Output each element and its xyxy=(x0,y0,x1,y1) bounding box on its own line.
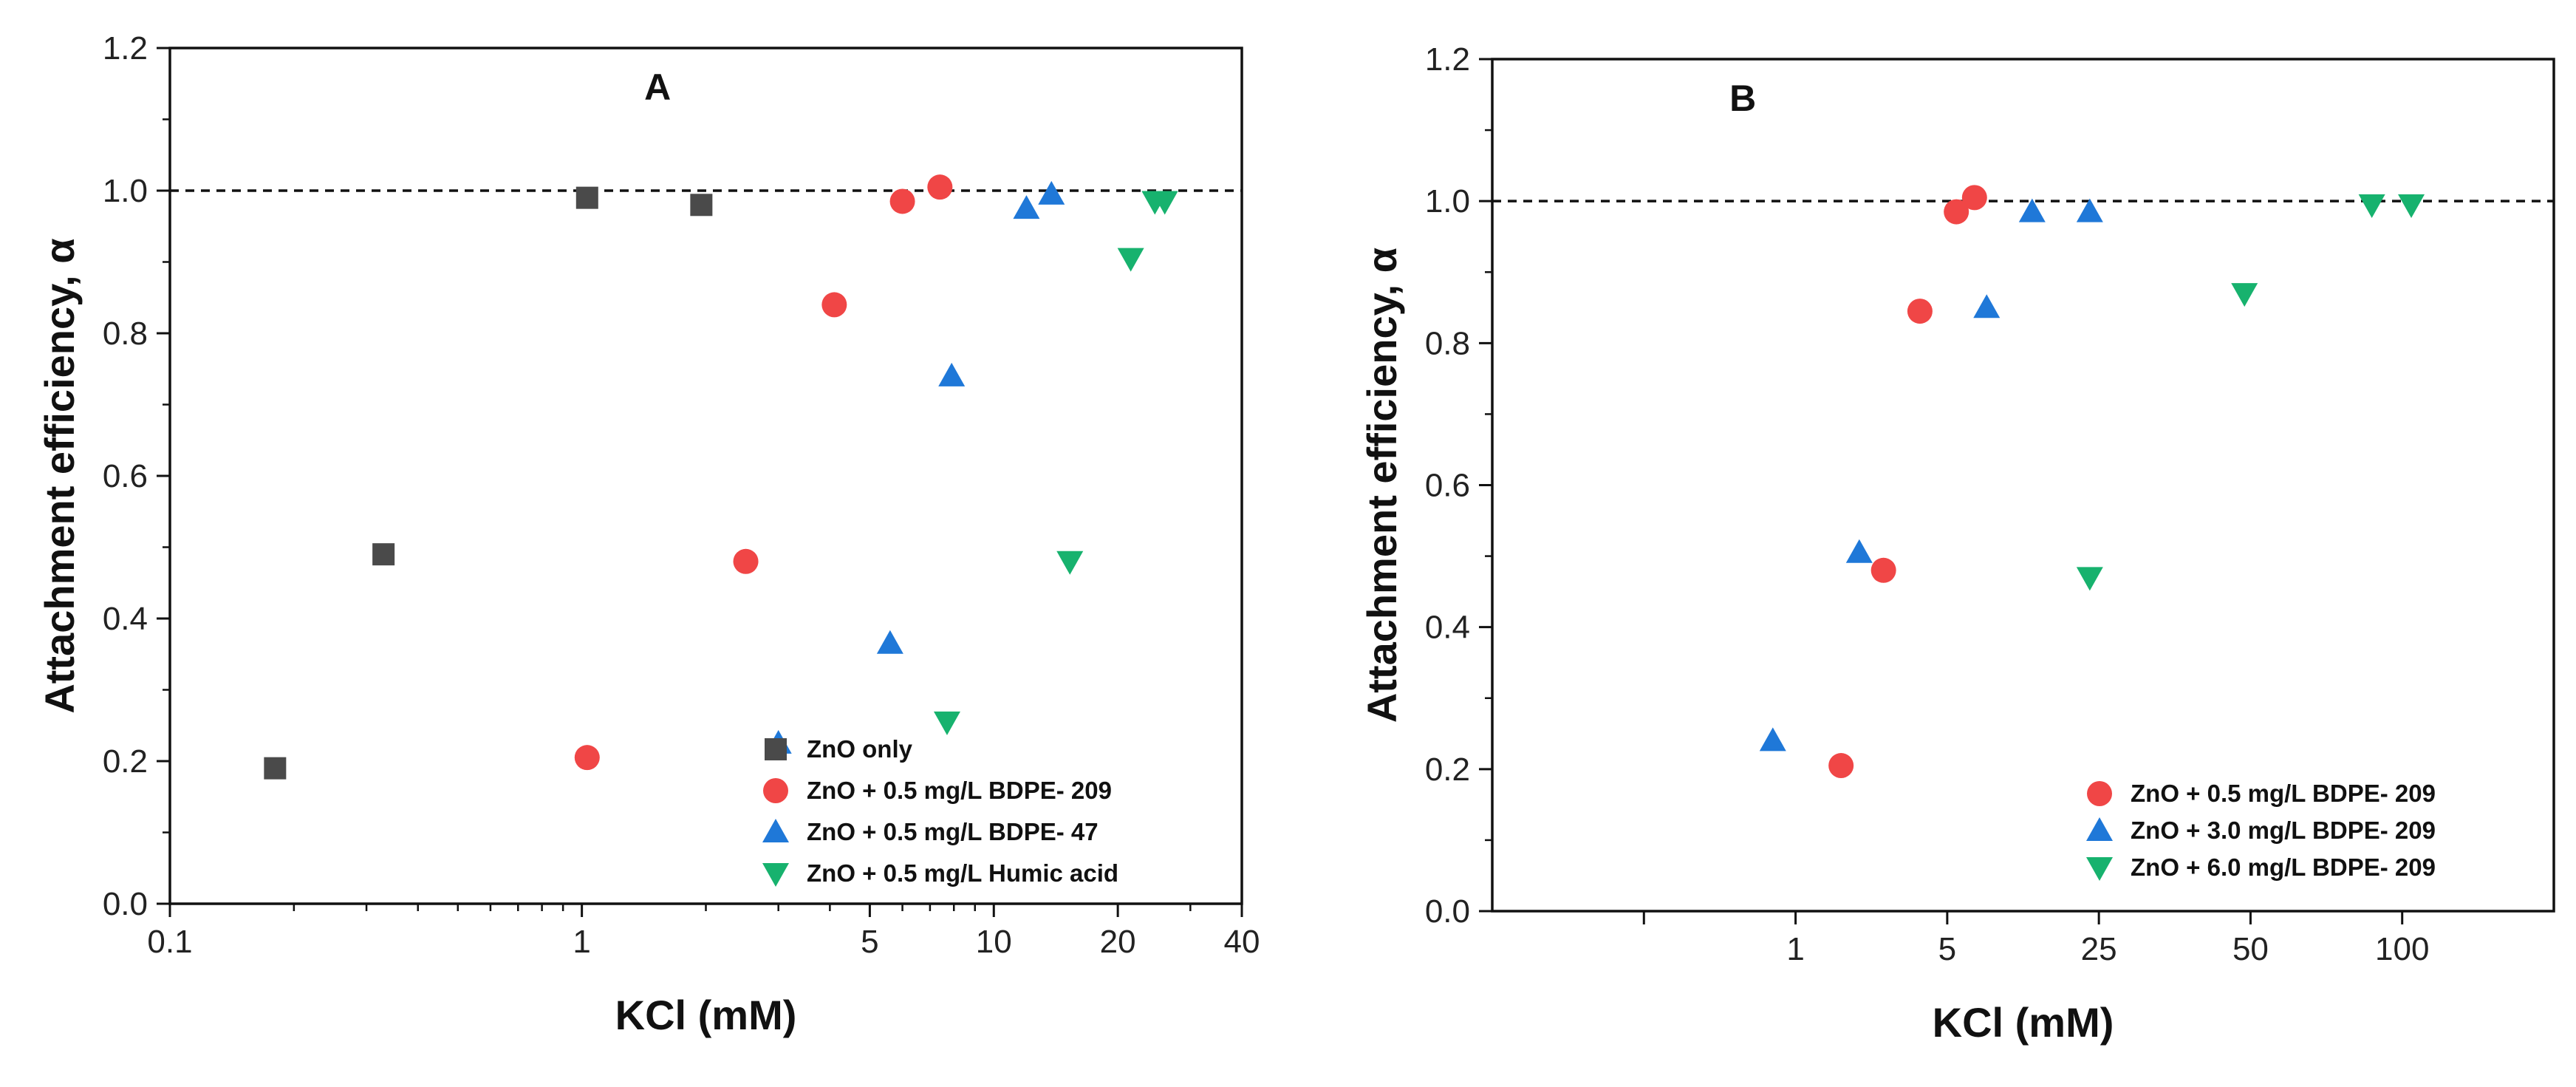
y-tick-label: 0.0 xyxy=(1425,893,1470,930)
legend-label: ZnO + 3.0 mg/L BDPE- 209 xyxy=(2131,817,2436,844)
data-point xyxy=(1845,539,1873,563)
data-point xyxy=(2231,283,2258,307)
legend-marker xyxy=(762,819,789,842)
data-point xyxy=(889,188,915,214)
legend-label: ZnO only xyxy=(807,735,913,763)
x-tick-label: 5 xyxy=(861,924,878,960)
y-tick-label: 0.0 xyxy=(103,886,148,922)
legend-label: ZnO + 0.5 mg/L BDPE- 209 xyxy=(807,777,1112,804)
x-tick-label: 20 xyxy=(1100,924,1136,960)
chart-panel-b: 0.0 0.2 0.4 0.6 0.8 1.0 1.2 1 5 25 50 100 B KCl (mM) A… xyxy=(1359,41,2555,1046)
y-axis-title: Attachment efficiency, α xyxy=(36,238,83,713)
data-point xyxy=(938,362,966,386)
legend-marker xyxy=(2086,857,2113,881)
legend-marker xyxy=(762,863,789,887)
x-tick-label: 25 xyxy=(2081,931,2117,967)
series-1 xyxy=(1828,185,1987,779)
data-point xyxy=(2398,194,2425,218)
data-point xyxy=(1013,195,1040,219)
data-point xyxy=(821,292,847,318)
data-point xyxy=(1828,753,1854,779)
data-point xyxy=(690,194,713,217)
data-point xyxy=(927,174,953,200)
x-axis-title: KCl (mM) xyxy=(1933,999,2114,1046)
data-point xyxy=(1944,199,1969,225)
x-tick-label: 50 xyxy=(2232,931,2269,967)
data-point xyxy=(933,711,960,735)
data-point xyxy=(372,543,395,566)
x-tick-label: 40 xyxy=(1224,924,1260,960)
data-point xyxy=(1870,557,1896,583)
series-2 xyxy=(574,174,953,771)
series-3 xyxy=(765,180,1065,754)
legend-marker xyxy=(2087,781,2112,806)
y-tick-label: 0.6 xyxy=(1425,468,1470,504)
data-point xyxy=(1759,727,1786,752)
y-tick-label: 0.2 xyxy=(1425,752,1470,788)
legend-marker xyxy=(763,778,788,803)
data-point xyxy=(575,186,598,209)
panel-title: B xyxy=(1729,78,1756,119)
y-tick-label: 0.2 xyxy=(103,743,148,780)
data-point xyxy=(1961,185,1987,211)
y-tick-label: 0.8 xyxy=(103,316,148,352)
legend-label: ZnO + 6.0 mg/L BDPE- 209 xyxy=(2131,853,2436,881)
y-tick-label: 0.6 xyxy=(103,458,148,494)
data-point xyxy=(876,630,903,654)
data-point xyxy=(264,757,287,780)
data-point xyxy=(2018,198,2046,222)
panel-title: A xyxy=(644,67,671,108)
data-point xyxy=(2076,567,2103,591)
series-4 xyxy=(933,191,1178,735)
legend-label: ZnO + 0.5 mg/L BDPE- 209 xyxy=(2131,780,2436,807)
y-tick-label: 0.4 xyxy=(1425,610,1470,646)
data-point xyxy=(733,548,759,574)
x-tick-label: 1 xyxy=(1786,931,1804,967)
x-axis-title: KCl (mM) xyxy=(615,992,797,1038)
y-tick-label: 0.8 xyxy=(1425,325,1470,361)
data-point xyxy=(1117,248,1144,272)
x-tick-label: 100 xyxy=(2375,931,2429,967)
chart-panel-a: 0.0 0.2 0.4 0.6 0.8 1.0 1.2 0.1 1 5 10 20 40 A KCl (mM… xyxy=(36,30,1260,1038)
legend: ZnO + 0.5 mg/L BDPE- 209 ZnO + 3.0 mg/L B… xyxy=(2086,780,2436,881)
y-axis-title: Attachment efficiency, α xyxy=(1359,248,1405,723)
y-tick-label: 1.2 xyxy=(103,30,148,67)
data-point xyxy=(1907,299,1933,324)
data-point xyxy=(2358,194,2385,218)
series-2 xyxy=(1759,198,2103,752)
legend-marker xyxy=(2086,817,2113,841)
series-1 xyxy=(264,186,713,780)
data-point xyxy=(574,745,600,771)
y-tick-label: 0.4 xyxy=(103,601,148,637)
legend-marker xyxy=(765,738,787,760)
legend-label: ZnO + 0.5 mg/L BDPE- 47 xyxy=(807,818,1099,845)
data-point xyxy=(1038,180,1065,205)
x-tick-label: 10 xyxy=(976,924,1012,960)
y-tick-label: 1.2 xyxy=(1425,41,1470,78)
plot-frame xyxy=(168,47,1243,905)
x-tick-label: 5 xyxy=(1938,931,1956,967)
legend-label: ZnO + 0.5 mg/L Humic acid xyxy=(807,859,1118,887)
x-tick-label: 1 xyxy=(573,924,590,960)
x-tick-label: 0.1 xyxy=(147,924,192,960)
y-tick-label: 1.0 xyxy=(1425,183,1470,219)
data-point xyxy=(2076,198,2103,222)
data-point xyxy=(1151,191,1178,215)
data-point xyxy=(1056,551,1084,575)
legend: ZnO only ZnO + 0.5 mg/L BDPE- 209 ZnO + 0.… xyxy=(762,735,1118,887)
series-3 xyxy=(2076,194,2425,591)
y-tick-label: 1.0 xyxy=(103,173,148,209)
data-point xyxy=(1973,294,2001,318)
